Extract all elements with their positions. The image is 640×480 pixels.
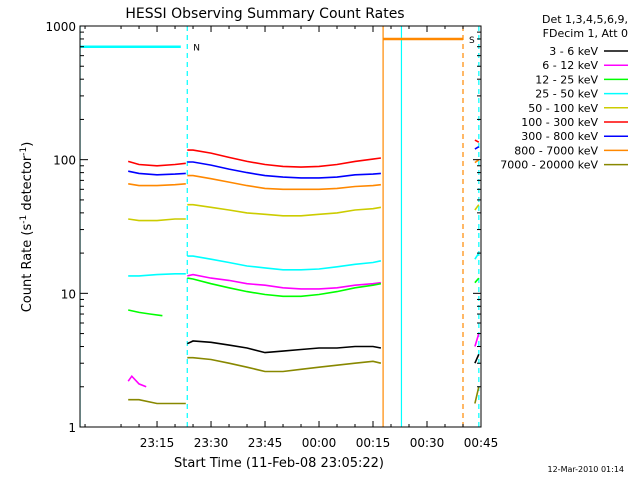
series-line	[187, 356, 382, 373]
y-axis-label-end: )	[20, 142, 35, 147]
x-tick-label: 00:30	[410, 436, 445, 450]
legend-label: 25 - 50 keV	[535, 88, 598, 101]
legend: Det 1,3,4,5,6,9, FDecim 1, Att 0 3 - 6 k…	[500, 13, 628, 172]
legend-label: 50 - 100 keV	[528, 102, 598, 115]
series-line	[128, 272, 186, 277]
series-line	[187, 161, 381, 179]
y-axis-label: Count Rate (s-1 detector-1)	[19, 142, 35, 313]
series-line	[187, 203, 382, 217]
series-line	[127, 374, 147, 388]
y-tick-label: 100	[53, 154, 76, 168]
y-tick-label: 1000	[45, 20, 76, 34]
series-line	[474, 159, 480, 164]
series-line	[128, 398, 186, 405]
legend-label: 300 - 800 keV	[521, 130, 598, 143]
x-tick-label: 00:15	[356, 436, 391, 450]
x-tick-label: 23:45	[248, 436, 283, 450]
x-axis: 23:15 23:30 23:45 00:00 00:15 00:30 00:45	[84, 26, 499, 450]
legend-label: 3 - 6 keV	[549, 45, 598, 58]
y-axis-label-mid: detector	[20, 155, 35, 215]
legend-label: 12 - 25 keV	[535, 73, 598, 86]
series-line	[187, 174, 381, 191]
series-line	[474, 252, 480, 260]
series-line	[474, 386, 480, 404]
series-line	[474, 277, 480, 284]
y-axis: 1 10 100 1000	[45, 20, 481, 435]
plot-area: NS	[80, 26, 480, 427]
legend-header-line-2: FDecim 1, Att 0	[543, 27, 628, 40]
series-line	[127, 160, 186, 167]
series-line	[474, 139, 480, 143]
x-tick-label: 00:00	[302, 436, 337, 450]
series-line	[187, 149, 382, 168]
x-tick-label: 23:15	[140, 436, 175, 450]
plot-frame	[79, 25, 482, 428]
series-line	[474, 146, 480, 150]
legend-header-line-1: Det 1,3,4,5,6,9,	[542, 13, 628, 26]
x-tick-label: 23:30	[194, 436, 229, 450]
legend-label: 100 - 300 keV	[521, 116, 598, 129]
y-tick-label: 1	[68, 421, 76, 435]
legend-label: 6 - 12 keV	[542, 59, 598, 72]
legend-label: 7000 - 20000 keV	[500, 159, 598, 172]
series-line	[187, 277, 382, 298]
y-tick-label: 10	[61, 287, 76, 301]
chart-title: HESSI Observing Summary Count Rates	[125, 6, 404, 22]
series-line	[128, 183, 186, 187]
series-line	[187, 255, 382, 271]
legend-label: 800 - 7000 keV	[514, 144, 598, 157]
y-axis-label-sup2: -1	[19, 147, 29, 156]
flag-label: S	[469, 36, 475, 46]
flag-label: N	[193, 44, 200, 54]
series-line	[186, 340, 382, 354]
series-line	[128, 309, 163, 317]
y-axis-label-sup1: -1	[19, 215, 29, 224]
series-line	[474, 353, 480, 364]
series-line	[128, 218, 186, 222]
series-line	[474, 204, 480, 211]
series-line	[474, 333, 480, 347]
series-line	[187, 273, 382, 290]
footer-date: 12-Mar-2010 01:14	[548, 465, 625, 474]
x-tick-label: 00:45	[464, 436, 499, 450]
x-axis-label: Start Time (11-Feb-08 23:05:22)	[174, 456, 384, 471]
y-axis-label-main: Count Rate (s	[20, 224, 35, 313]
series-line	[128, 170, 186, 176]
